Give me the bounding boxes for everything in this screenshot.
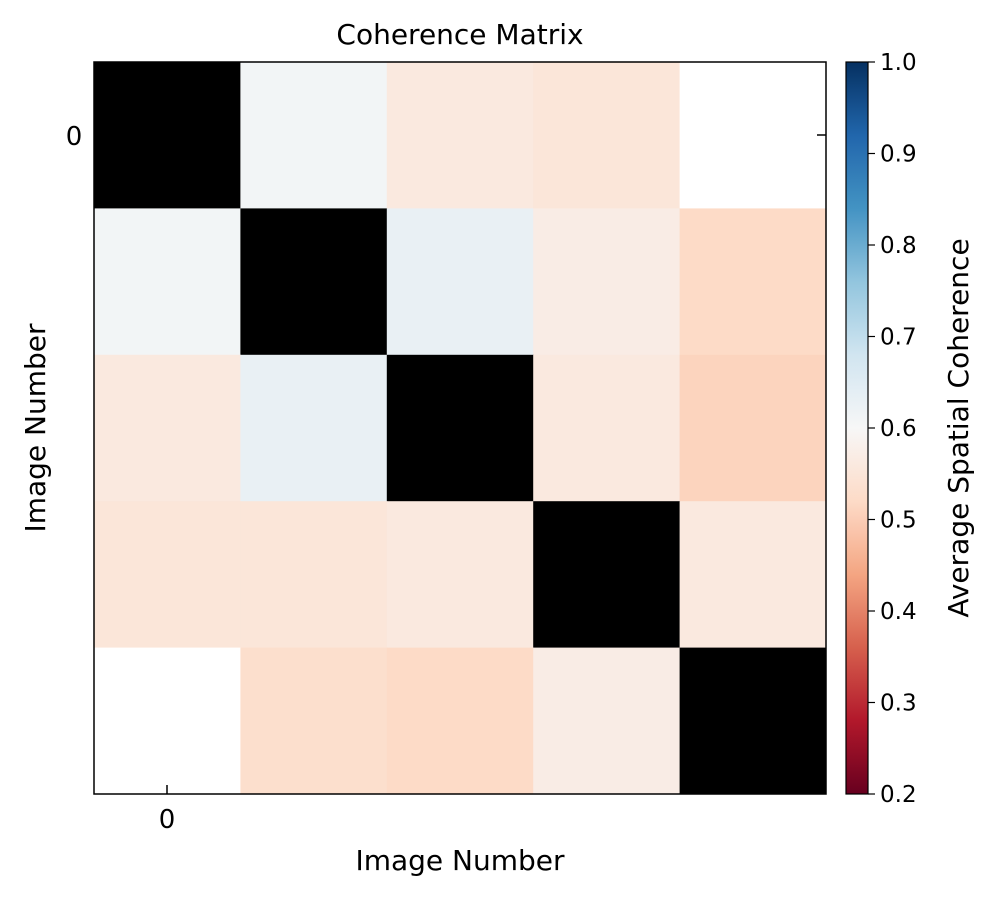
heatmap-cell-diagonal — [679, 647, 827, 795]
colorbar-tick-label: 0.5 — [880, 508, 917, 534]
colorbar-tick-label: 0.8 — [880, 233, 917, 259]
colorbar — [845, 61, 869, 795]
chart-title: Coherence Matrix — [336, 18, 583, 51]
heatmap-cell — [386, 62, 534, 209]
colorbar-tick-label: 0.9 — [880, 142, 917, 168]
heatmap-cell — [679, 354, 827, 502]
heatmap-cell — [240, 354, 388, 502]
heatmap-cell — [94, 208, 241, 356]
heatmap-cell — [386, 647, 534, 795]
heatmap-cell — [679, 501, 827, 649]
x-tick-label: 0 — [159, 805, 176, 835]
y-axis-label: Image Number — [19, 323, 52, 533]
heatmap-cells — [94, 62, 827, 795]
heatmap-cell — [533, 62, 681, 209]
colorbar-ticks: 0.2 0.3 0.4 0.5 0.6 0.7 0.8 0.9 1.0 — [868, 50, 917, 808]
colorbar-tick-label: 0.6 — [880, 416, 917, 442]
x-axis-label: Image Number — [355, 844, 565, 877]
colorbar-tick-label: 0.4 — [880, 599, 917, 625]
heatmap-cell — [386, 501, 534, 649]
heatmap-cell — [386, 208, 534, 356]
colorbar-tick-label: 1.0 — [880, 50, 917, 76]
y-tick-label: 0 — [66, 122, 83, 152]
heatmap-cell-diagonal — [386, 354, 534, 502]
heatmap-cell-diagonal — [533, 501, 681, 649]
heatmap-cell — [94, 501, 241, 649]
colorbar-tick-label: 0.3 — [880, 691, 917, 717]
heatmap-cell — [533, 647, 681, 795]
heatmap-cell — [240, 647, 388, 795]
heatmap-cell-diagonal — [94, 62, 241, 209]
heatmap-cell — [533, 354, 681, 502]
heatmap-cell — [533, 208, 681, 356]
colorbar-label: Average Spatial Coherence — [942, 238, 975, 617]
heatmap-cell — [240, 501, 388, 649]
heatmap-cell-empty — [679, 62, 827, 209]
heatmap-cell-diagonal — [240, 208, 388, 356]
heatmap-cell — [679, 208, 827, 356]
heatmap-cell — [240, 62, 388, 209]
heatmap-cell — [94, 354, 241, 502]
plot-frame — [93, 61, 827, 795]
colorbar-tick-label: 0.7 — [880, 325, 917, 351]
colorbar-tick-label: 0.2 — [880, 782, 917, 808]
heatmap-cell-empty — [94, 647, 241, 795]
